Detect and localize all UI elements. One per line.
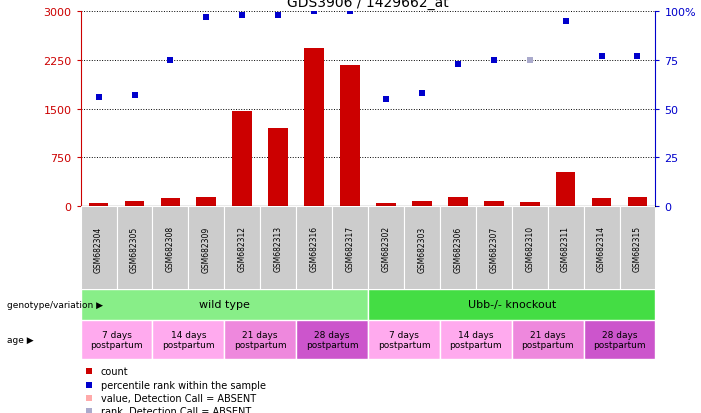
Text: GSM682303: GSM682303 bbox=[417, 226, 426, 272]
Bar bbox=[412, 201, 432, 206]
Text: 28 days
postpartum: 28 days postpartum bbox=[306, 330, 358, 349]
Point bbox=[83, 408, 95, 413]
Text: age ▶: age ▶ bbox=[7, 335, 34, 344]
Point bbox=[200, 15, 212, 21]
Text: 14 days
postpartum: 14 days postpartum bbox=[162, 330, 215, 349]
Bar bbox=[196, 197, 216, 206]
Bar bbox=[484, 201, 503, 206]
Bar bbox=[89, 203, 109, 206]
Title: GDS3906 / 1429662_at: GDS3906 / 1429662_at bbox=[287, 0, 449, 10]
Bar bbox=[189, 206, 224, 291]
Text: rank, Detection Call = ABSENT: rank, Detection Call = ABSENT bbox=[101, 406, 251, 413]
Bar bbox=[153, 320, 224, 359]
Bar bbox=[476, 206, 512, 291]
Text: percentile rank within the sample: percentile rank within the sample bbox=[101, 380, 266, 390]
Bar bbox=[81, 289, 368, 320]
Text: 21 days
postpartum: 21 days postpartum bbox=[234, 330, 287, 349]
Text: wild type: wild type bbox=[199, 299, 250, 310]
Bar bbox=[520, 202, 540, 206]
Bar bbox=[556, 173, 576, 206]
Point bbox=[632, 54, 643, 60]
Text: GSM682314: GSM682314 bbox=[597, 226, 606, 272]
Point bbox=[381, 97, 392, 103]
Text: GSM682310: GSM682310 bbox=[525, 226, 534, 272]
Bar bbox=[81, 320, 153, 359]
Point bbox=[524, 57, 536, 64]
Bar bbox=[368, 320, 440, 359]
Text: GSM682307: GSM682307 bbox=[489, 226, 498, 272]
Text: GSM682302: GSM682302 bbox=[381, 226, 390, 272]
Bar bbox=[260, 206, 297, 291]
Bar bbox=[297, 206, 332, 291]
Bar bbox=[584, 206, 620, 291]
Point bbox=[452, 62, 463, 68]
Text: GSM682306: GSM682306 bbox=[454, 226, 463, 272]
Bar bbox=[125, 202, 144, 206]
Text: GSM682311: GSM682311 bbox=[561, 226, 570, 272]
Bar bbox=[404, 206, 440, 291]
Point bbox=[308, 9, 320, 16]
Bar bbox=[547, 206, 584, 291]
Text: 7 days
postpartum: 7 days postpartum bbox=[378, 330, 430, 349]
Text: genotype/variation ▶: genotype/variation ▶ bbox=[7, 300, 103, 309]
Bar bbox=[592, 198, 611, 206]
Bar bbox=[512, 320, 583, 359]
Bar bbox=[440, 206, 476, 291]
Text: GSM682315: GSM682315 bbox=[633, 226, 642, 272]
Point bbox=[83, 395, 95, 402]
Bar bbox=[368, 206, 404, 291]
Point bbox=[129, 93, 140, 99]
Text: GSM682305: GSM682305 bbox=[130, 226, 139, 272]
Point bbox=[93, 95, 104, 101]
Text: count: count bbox=[101, 366, 128, 376]
Bar bbox=[512, 206, 547, 291]
Bar bbox=[440, 320, 512, 359]
Point bbox=[165, 57, 176, 64]
Point bbox=[344, 9, 355, 16]
Bar bbox=[304, 49, 324, 206]
Point bbox=[560, 19, 571, 26]
Text: 7 days
postpartum: 7 days postpartum bbox=[90, 330, 143, 349]
Text: GSM682309: GSM682309 bbox=[202, 226, 211, 272]
Bar bbox=[116, 206, 153, 291]
Point bbox=[273, 13, 284, 19]
Bar bbox=[81, 206, 116, 291]
Bar bbox=[584, 320, 655, 359]
Text: 28 days
postpartum: 28 days postpartum bbox=[593, 330, 646, 349]
Text: GSM682304: GSM682304 bbox=[94, 226, 103, 272]
Bar bbox=[233, 112, 252, 206]
Point bbox=[83, 382, 95, 388]
Text: GSM682313: GSM682313 bbox=[273, 226, 283, 272]
Point bbox=[596, 54, 607, 60]
Bar bbox=[368, 289, 655, 320]
Text: Ubb-/- knockout: Ubb-/- knockout bbox=[468, 299, 556, 310]
Bar bbox=[153, 206, 189, 291]
Text: 21 days
postpartum: 21 days postpartum bbox=[522, 330, 574, 349]
Bar bbox=[376, 204, 396, 206]
Text: GSM682308: GSM682308 bbox=[166, 226, 175, 272]
Bar bbox=[340, 66, 360, 206]
Text: GSM682316: GSM682316 bbox=[310, 226, 319, 272]
Point bbox=[416, 90, 428, 97]
Bar bbox=[627, 197, 647, 206]
Bar bbox=[224, 206, 260, 291]
Bar bbox=[620, 206, 655, 291]
Bar bbox=[224, 320, 297, 359]
Text: GSM682317: GSM682317 bbox=[346, 226, 355, 272]
Bar bbox=[332, 206, 368, 291]
Point bbox=[488, 57, 499, 64]
Text: 14 days
postpartum: 14 days postpartum bbox=[449, 330, 502, 349]
Point bbox=[237, 13, 248, 19]
Bar bbox=[297, 320, 368, 359]
Point bbox=[83, 368, 95, 375]
Bar bbox=[448, 198, 468, 206]
Bar bbox=[268, 129, 288, 206]
Text: GSM682312: GSM682312 bbox=[238, 226, 247, 272]
Bar bbox=[161, 199, 180, 206]
Text: value, Detection Call = ABSENT: value, Detection Call = ABSENT bbox=[101, 394, 256, 404]
